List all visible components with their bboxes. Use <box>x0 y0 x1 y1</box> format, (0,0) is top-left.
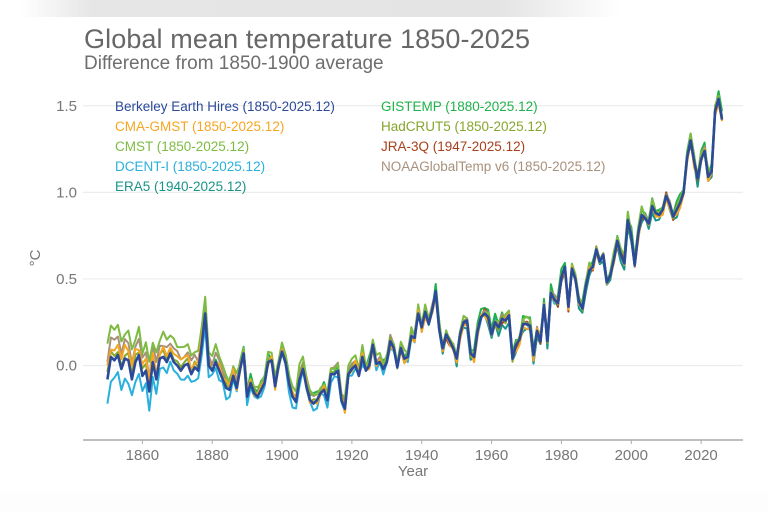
x-tick-label: 2020 <box>684 447 717 464</box>
series-line-berkeley-earth-hires <box>106 97 724 411</box>
legend-item: DCENT-I (1850-2025.12) <box>115 159 265 174</box>
x-tick-label: 1960 <box>475 447 508 464</box>
x-axis-label: Year <box>398 463 428 480</box>
y-tick-label: 1.5 <box>56 98 77 115</box>
header-fade-band <box>20 0 620 17</box>
y-tick-label: 1.0 <box>56 184 77 201</box>
gridlines <box>83 105 743 367</box>
legend-item: CMA-GMST (1850-2025.12) <box>115 119 284 134</box>
x-tick-label: 2000 <box>615 447 648 464</box>
footer-band <box>0 493 768 512</box>
legend-item: ERA5 (1940-2025.12) <box>115 179 246 194</box>
legend: Berkeley Earth Hires (1850-2025.12) CMA-G… <box>115 99 605 194</box>
chart-title: Global mean temperature 1850-2025 <box>84 24 531 54</box>
legend-item: Berkeley Earth Hires (1850-2025.12) <box>115 99 335 114</box>
legend-item: GISTEMP (1880-2025.12) <box>381 99 538 114</box>
x-axis-ticks: 1860 1880 1900 1920 1940 1960 1980 2000 2020 <box>126 440 718 464</box>
x-tick-label: 1860 <box>126 447 159 464</box>
x-tick-label: 1940 <box>405 447 438 464</box>
legend-item: JRA-3Q (1947-2025.12) <box>381 139 525 154</box>
x-tick-label: 1980 <box>545 447 578 464</box>
y-tick-label: 0.5 <box>56 271 77 288</box>
series-lines <box>106 90 724 414</box>
legend-item: CMST (1850-2025.12) <box>115 139 249 154</box>
x-tick-label: 1920 <box>335 447 368 464</box>
series-line-gistemp <box>211 90 723 401</box>
y-axis-label: °C <box>27 249 44 266</box>
y-tick-label: 0.0 <box>56 358 77 375</box>
legend-item: NOAAGlobalTemp v6 (1850-2025.12) <box>381 159 605 174</box>
x-tick-label: 1880 <box>196 447 229 464</box>
x-tick-label: 1900 <box>265 447 298 464</box>
y-axis-ticks: 0.0 0.5 1.0 1.5 <box>56 98 77 375</box>
chart-subtitle: Difference from 1850-1900 average <box>84 53 384 74</box>
legend-item: HadCRUT5 (1850-2025.12) <box>381 119 547 134</box>
